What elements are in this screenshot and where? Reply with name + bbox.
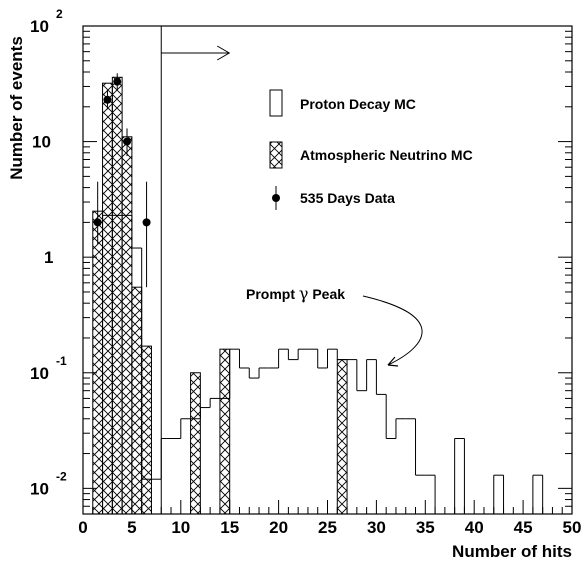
proton-decay-bar (269, 368, 279, 514)
atmospheric-neutrino-bar (141, 345, 152, 515)
proton-decay-bar (151, 479, 161, 514)
atmospheric-neutrino-bar (121, 136, 133, 515)
data-point (142, 218, 151, 227)
data-point (113, 77, 122, 86)
proton-decay-bar (171, 438, 181, 514)
atmospheric-neutrino-bar (336, 359, 348, 515)
atmospheric-neutrino-bar (219, 348, 231, 515)
x-tick-label: 40 (465, 518, 484, 537)
proton-decay-bar (308, 349, 318, 514)
gamma-symbol: γ (299, 284, 309, 303)
legend: Proton Decay MC Atmospheric Neutrino MC … (269, 89, 473, 210)
proton-decay-bar (357, 391, 367, 514)
y-tick-label: 10 (30, 364, 49, 383)
data-point (103, 95, 112, 104)
annotation-arrow (362, 295, 423, 366)
y-tick-exponent: -2 (56, 469, 67, 483)
legend-data-label: 535 Days Data (300, 190, 395, 206)
x-tick-label: 5 (127, 518, 136, 537)
proton-decay-bar (279, 349, 289, 514)
y-axis-label: Number of events (7, 36, 26, 180)
annotation-arrowhead (387, 356, 399, 367)
y-tick-label: 10 (30, 17, 49, 36)
atmospheric-neutrino-bar (92, 210, 104, 515)
proton-decay-bar (386, 438, 396, 514)
proton-decay-bar (288, 360, 298, 514)
y-tick-exponent: -1 (56, 354, 67, 368)
y-tick-label: 10 (30, 479, 49, 498)
annotation-text: Prompt (246, 286, 299, 302)
atmospheric-neutrino-bar (131, 286, 143, 515)
cut-arrow-head (216, 45, 231, 61)
x-tick-label: 50 (563, 518, 582, 537)
proton-decay-bar (318, 368, 328, 514)
x-tick-label: 15 (220, 518, 239, 537)
x-tick-label: 0 (78, 518, 87, 537)
proton-decay-bar (406, 419, 416, 514)
proton-decay-bar (347, 360, 357, 514)
proton-decay-bar (249, 378, 259, 514)
proton-decay-bar (298, 349, 308, 514)
proton-decay-bar (367, 360, 377, 514)
atmospheric-neutrino-bar (111, 76, 123, 515)
proton-decay-bar (259, 368, 269, 514)
proton-decay-bar (239, 368, 249, 514)
y-tick-label: 10 (32, 133, 51, 152)
proton-decay-bar (376, 394, 386, 514)
proton-decay-bar (161, 438, 171, 514)
proton-decay-bar (533, 475, 543, 514)
proton-decay-bar (328, 349, 338, 514)
data-point (93, 218, 102, 227)
x-axis-label: Number of hits (452, 542, 572, 561)
svg-text:Prompt γ Peak: Prompt γ Peak (246, 284, 345, 303)
data-point (123, 137, 132, 146)
proton-decay-bar (200, 408, 210, 514)
x-tick-label: 45 (514, 518, 533, 537)
annotation-text-end: Peak (308, 286, 345, 302)
proton-decay-bar (210, 398, 220, 514)
annotation-prompt-gamma: Prompt γ Peak (246, 284, 423, 367)
proton-decay-bar (455, 438, 465, 514)
x-tick-label: 35 (416, 518, 435, 537)
legend-proton-marker (269, 89, 283, 117)
x-tick-label: 25 (318, 518, 337, 537)
legend-data-point (272, 194, 280, 202)
legend-neutrino-marker (269, 141, 283, 169)
proton-decay-bar (396, 419, 406, 514)
proton-decay-bar (425, 475, 435, 514)
proton-decay-bar (416, 475, 426, 514)
y-tick-exponent: 2 (56, 7, 63, 21)
proton-decay-bar (230, 349, 240, 514)
proton-decay-bar (181, 419, 191, 514)
proton-decay-bar (494, 475, 504, 514)
legend-proton-label: Proton Decay MC (300, 96, 416, 112)
x-tick-label: 10 (171, 518, 190, 537)
atmospheric-neutrino-bar (190, 372, 201, 515)
legend-neutrino-label: Atmospheric Neutrino MC (300, 147, 473, 163)
x-tick-label: 30 (367, 518, 386, 537)
x-tick-label: 20 (269, 518, 288, 537)
y-tick-label: 1 (44, 248, 53, 267)
atmospheric-neutrino-bar (102, 82, 113, 515)
